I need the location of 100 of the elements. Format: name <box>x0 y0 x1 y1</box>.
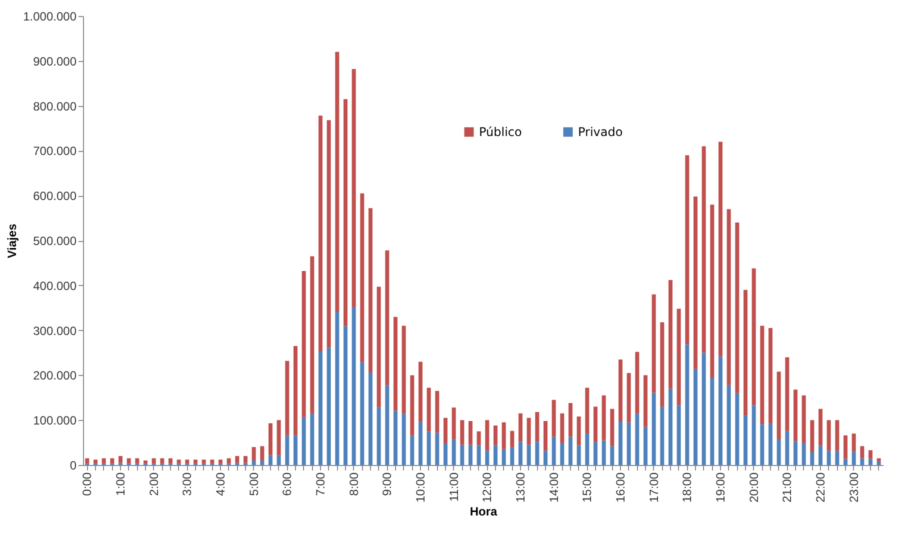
bar <box>168 458 172 464</box>
bar <box>260 446 264 461</box>
bar <box>535 412 540 442</box>
bar <box>485 450 490 465</box>
y-tick-label: 900.000 <box>33 54 77 68</box>
bar <box>660 322 664 407</box>
bar <box>518 413 522 442</box>
x-tick-label: 6:00 <box>280 472 294 496</box>
bar <box>602 440 606 465</box>
bar <box>768 328 772 424</box>
bar <box>668 280 672 389</box>
bar <box>585 434 590 465</box>
x-tick-label: 3:00 <box>180 472 194 496</box>
bar <box>510 430 514 448</box>
bar <box>744 416 748 465</box>
bar <box>544 421 548 451</box>
bar <box>510 447 514 465</box>
x-tick-label: 18:00 <box>680 472 694 503</box>
bar <box>468 421 472 445</box>
bar <box>218 460 222 464</box>
bar <box>310 414 314 465</box>
y-tick-label: 100.000 <box>33 414 77 428</box>
bar <box>610 446 614 465</box>
bar <box>85 458 90 464</box>
bar <box>602 395 606 440</box>
bar <box>776 372 781 439</box>
bar <box>126 458 131 464</box>
bar <box>618 421 622 465</box>
legend-label: Privado <box>578 125 623 139</box>
bar <box>176 460 181 464</box>
bar <box>526 418 531 445</box>
bar <box>426 432 431 465</box>
bar <box>702 352 706 465</box>
x-tick-label: 12:00 <box>480 472 494 503</box>
bar <box>402 414 406 465</box>
bar <box>326 120 331 348</box>
bar <box>410 435 414 465</box>
bar <box>452 439 456 465</box>
bar <box>618 359 622 421</box>
bar <box>702 146 706 353</box>
bar <box>685 344 690 465</box>
legend-label: Público <box>479 125 522 139</box>
bar <box>360 362 364 465</box>
bar <box>818 408 822 446</box>
y-tick-label: 0 <box>70 458 77 472</box>
bar <box>485 420 490 451</box>
bar <box>310 256 314 414</box>
bar <box>144 460 148 464</box>
bar <box>494 445 498 465</box>
bar <box>785 430 790 465</box>
x-tick-label: 15:00 <box>580 472 594 503</box>
bar <box>318 350 322 465</box>
bar <box>344 99 348 326</box>
bar <box>718 356 722 465</box>
bar <box>626 372 631 422</box>
bar <box>418 362 422 422</box>
y-tick-label: 400.000 <box>33 278 77 293</box>
bar <box>102 458 106 464</box>
bar <box>626 422 631 465</box>
x-tick-label: 13:00 <box>514 472 528 503</box>
bar <box>735 222 740 394</box>
x-tick-label: 4:00 <box>214 472 228 496</box>
bar <box>644 375 648 427</box>
bar <box>860 446 864 458</box>
y-tick-label: 600.000 <box>33 189 77 204</box>
bar <box>610 408 614 446</box>
x-tick-label: 19:00 <box>714 472 728 503</box>
y-tick-label: 500.000 <box>33 234 77 248</box>
bar <box>726 209 731 386</box>
bar <box>868 450 872 459</box>
x-tick-label: 21:00 <box>780 472 794 503</box>
bar <box>685 155 690 344</box>
bar <box>344 326 348 465</box>
bar <box>594 442 598 465</box>
bar <box>576 445 581 465</box>
x-tick-label: 8:00 <box>346 472 361 496</box>
bar <box>444 418 448 444</box>
bar <box>394 410 398 465</box>
x-tick-label: 22:00 <box>814 472 828 503</box>
bar <box>785 357 790 431</box>
bar <box>844 458 848 465</box>
x-tick-label: 0:00 <box>80 472 94 496</box>
bar <box>460 420 464 445</box>
bar <box>326 348 331 465</box>
bar <box>694 368 698 465</box>
bar <box>752 405 756 465</box>
bar <box>194 460 198 464</box>
x-tick-label: 20:00 <box>746 472 761 503</box>
bar <box>418 422 422 465</box>
bar <box>552 400 556 437</box>
bar <box>468 444 472 465</box>
x-axis-title: Hora <box>470 504 498 519</box>
x-tick-label: 9:00 <box>380 472 394 496</box>
x-tick-label: 16:00 <box>614 472 628 503</box>
bar <box>402 326 406 414</box>
bar <box>835 450 840 465</box>
bar <box>426 388 431 432</box>
bar <box>410 375 414 436</box>
bar <box>710 204 714 378</box>
bar <box>826 450 831 465</box>
